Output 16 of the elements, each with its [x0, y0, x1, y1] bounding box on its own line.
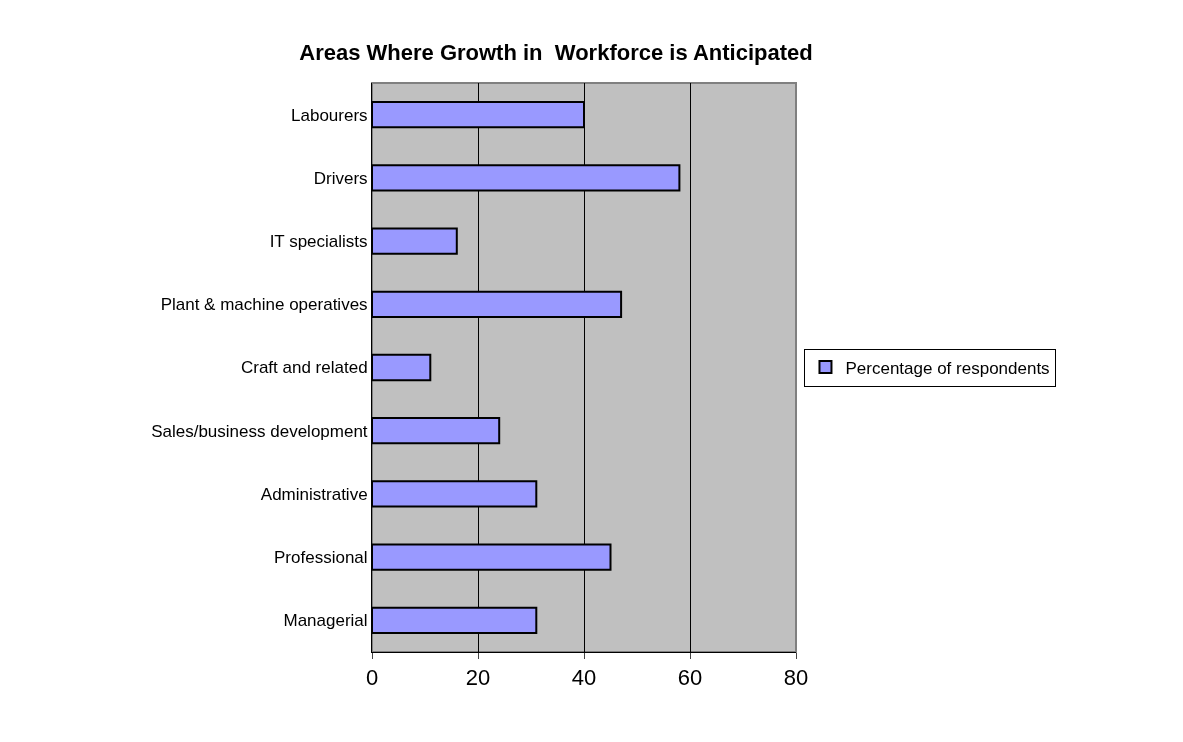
y-tick-label: Managerial [283, 611, 368, 631]
y-tick-label: Plant & machine operatives [160, 295, 368, 315]
y-tick-label: Drivers [313, 168, 368, 188]
legend-label: Percentage of respondents [845, 358, 1050, 378]
x-tick-label: 80 [783, 665, 809, 691]
y-tick-label: IT specialists [269, 232, 368, 252]
x-tick-label: 20 [465, 665, 491, 691]
x-tick-label: 40 [571, 665, 597, 691]
y-tick-label: Sales/business development [151, 421, 368, 441]
y-tick-label: Craft and related [240, 358, 368, 378]
x-tick-label: 0 [365, 665, 379, 691]
x-tick-label: 60 [677, 665, 703, 691]
y-tick-label: Labourers [291, 105, 368, 125]
y-tick-label: Administrative [260, 484, 368, 504]
y-tick-label: Professional [274, 548, 368, 568]
chart-title: Areas Where Growth in Workforce is Anticipated [299, 39, 813, 65]
